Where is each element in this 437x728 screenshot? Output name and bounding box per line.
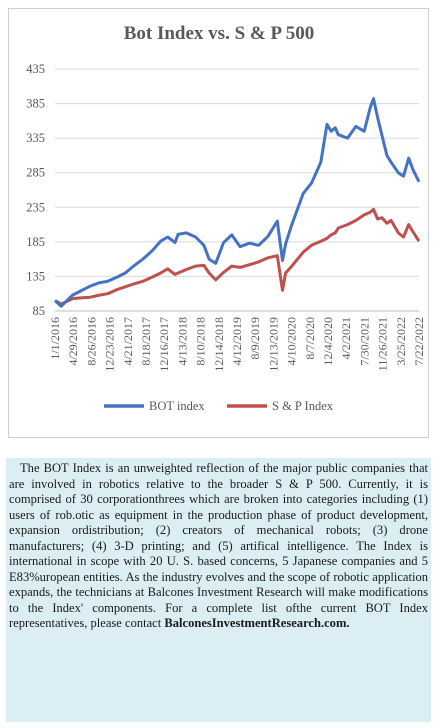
y-tick-label: 85 xyxy=(33,304,46,318)
gridlines xyxy=(55,68,419,277)
x-tick-label: 4/12/2019 xyxy=(230,317,244,366)
x-tick-label: 12/4/2020 xyxy=(321,317,335,366)
x-tick-label: 4/2/2021 xyxy=(339,317,353,360)
legend-label-sp: S & P Index xyxy=(272,399,334,413)
legend: BOT index S & P Index xyxy=(104,399,334,413)
y-tick-label: 435 xyxy=(26,62,45,76)
x-tick-label: 8/7/2020 xyxy=(303,317,317,360)
contact-link[interactable]: BalconesInvestmentResearch.com. xyxy=(164,616,350,630)
legend-label-bot: BOT index xyxy=(149,399,205,413)
x-tick-label: 8/26/2016 xyxy=(84,317,98,366)
x-tick-label: 4/21/2017 xyxy=(121,317,135,366)
y-axis-ticks: 85 135 185 235 285 335 385 435 xyxy=(26,62,45,318)
chart-svg: Bot Index vs. S & P 500 85 135 185 235 285 33… xyxy=(26,23,426,413)
x-tick-label: 8/18/2017 xyxy=(139,317,153,366)
x-tick-label: 4/29/2016 xyxy=(66,317,80,366)
chart-panel: Bot Index vs. S & P 500 85 135 185 235 285 33… xyxy=(8,8,429,438)
description-text: The BOT Index is an unweighted reflectio… xyxy=(9,461,428,630)
chart-title: Bot Index vs. S & P 500 xyxy=(124,23,315,44)
x-tick-label: 1/1/2016 xyxy=(48,317,62,360)
x-axis-ticks: 1/1/2016 4/29/2016 8/26/2016 12/23/2016 4/21… xyxy=(48,317,426,372)
x-tick-label: 7/22/2022 xyxy=(412,317,426,366)
y-tick-label: 335 xyxy=(26,131,45,145)
x-tick-label: 12/13/2019 xyxy=(266,317,280,372)
x-tick-label: 12/14/2018 xyxy=(212,317,226,372)
x-tick-label: 7/30/2021 xyxy=(357,317,371,366)
sp-index-line xyxy=(54,207,421,306)
x-tick-label: 4/13/2018 xyxy=(175,317,189,366)
y-tick-label: 235 xyxy=(26,200,45,214)
x-tick-label: 12/16/2017 xyxy=(157,317,171,372)
x-tick-label: 11/26/2021 xyxy=(376,317,390,371)
description-box: The BOT Index is an unweighted reflectio… xyxy=(6,458,431,722)
x-tick-label: 12/23/2016 xyxy=(103,317,117,372)
y-tick-label: 385 xyxy=(26,97,45,111)
y-tick-label: 135 xyxy=(26,269,45,283)
y-tick-label: 285 xyxy=(26,166,45,180)
x-tick-label: 4/10/2020 xyxy=(285,317,299,366)
x-tick-label: 8/9/2019 xyxy=(248,317,262,360)
x-tick-label: 8/10/2018 xyxy=(194,317,208,366)
y-tick-label: 185 xyxy=(26,235,45,249)
bot-index-line xyxy=(53,97,421,308)
x-tick-label: 3/25/2022 xyxy=(394,317,408,366)
